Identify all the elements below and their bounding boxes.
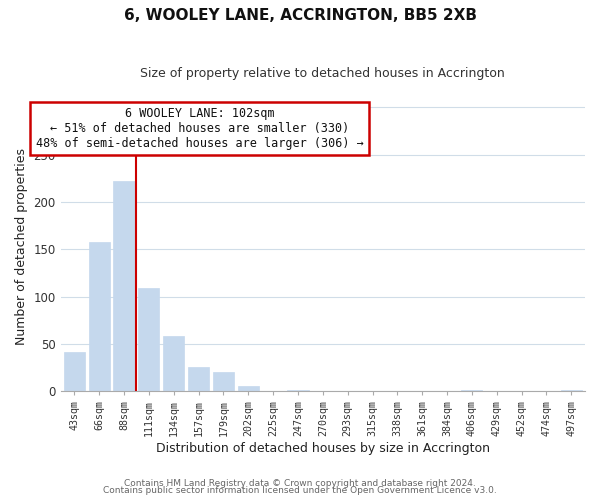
Text: 6 WOOLEY LANE: 102sqm
← 51% of detached houses are smaller (330)
48% of semi-det: 6 WOOLEY LANE: 102sqm ← 51% of detached … [36,107,364,150]
Text: Contains public sector information licensed under the Open Government Licence v3: Contains public sector information licen… [103,486,497,495]
X-axis label: Distribution of detached houses by size in Accrington: Distribution of detached houses by size … [156,442,490,455]
Bar [188,367,209,392]
Y-axis label: Number of detached properties: Number of detached properties [15,148,28,346]
Bar [139,288,160,392]
Bar [64,352,85,392]
Text: 6, WOOLEY LANE, ACCRINGTON, BB5 2XB: 6, WOOLEY LANE, ACCRINGTON, BB5 2XB [124,8,476,22]
Bar [287,390,308,392]
Text: Contains HM Land Registry data © Crown copyright and database right 2024.: Contains HM Land Registry data © Crown c… [124,478,476,488]
Bar [461,390,482,392]
Bar [561,390,582,392]
Bar [238,386,259,392]
Title: Size of property relative to detached houses in Accrington: Size of property relative to detached ho… [140,68,505,80]
Bar [89,242,110,392]
Bar [163,336,184,392]
Bar [113,181,134,392]
Bar [213,372,234,392]
